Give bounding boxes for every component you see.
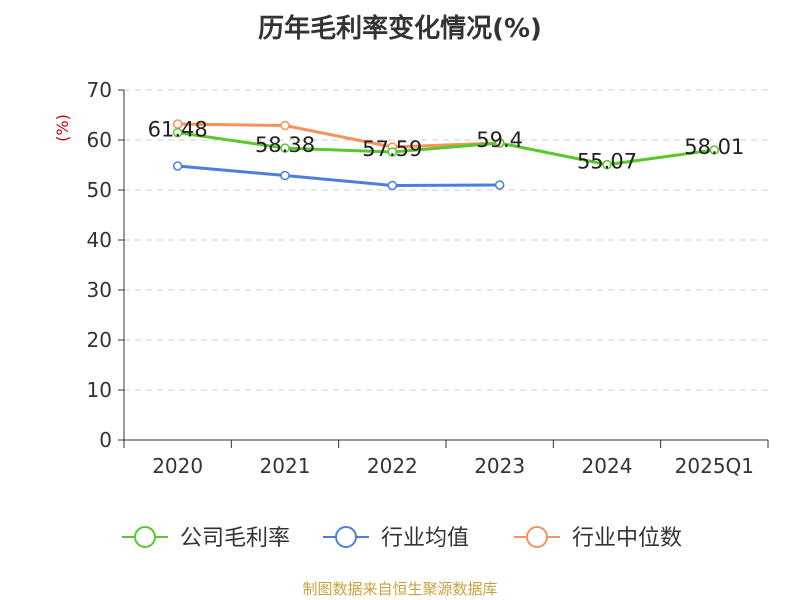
data-point[interactable] xyxy=(280,170,290,181)
data-label: 58.38 xyxy=(255,133,315,157)
data-point[interactable] xyxy=(494,138,505,148)
data-point[interactable] xyxy=(387,147,398,157)
data-point[interactable] xyxy=(172,127,183,138)
data-label: 58.01 xyxy=(684,135,744,159)
data-labels: 61.48 58.38 57.59 59.4 55.07 58.01 xyxy=(148,118,745,174)
data-point[interactable] xyxy=(280,143,290,153)
data-point[interactable] xyxy=(172,161,183,171)
data-point[interactable] xyxy=(602,159,612,170)
x-tick-label: 2024 xyxy=(582,454,633,478)
y-tick-label: 30 xyxy=(87,278,112,302)
series-group xyxy=(172,119,720,191)
legend-item[interactable]: 行业中位数 xyxy=(514,526,682,551)
data-point[interactable] xyxy=(387,180,398,191)
x-tick-label: 2021 xyxy=(260,454,311,478)
legend-label: 公司毛利率 xyxy=(180,526,290,551)
y-tick-label: 70 xyxy=(87,78,112,102)
legend-marker xyxy=(134,526,156,548)
y-tick-label: 60 xyxy=(87,128,112,152)
axes: 0 10 20 30 40 50 60 70 2020 2021 2022 2023 2024 2025Q… xyxy=(53,78,769,478)
legend-label: 行业均值 xyxy=(381,526,469,551)
legend-item[interactable]: 公司毛利率 xyxy=(122,526,290,551)
legend-marker xyxy=(526,526,548,548)
y-axis-label: (%) xyxy=(53,114,72,142)
data-point[interactable] xyxy=(494,180,505,190)
data-point[interactable] xyxy=(709,145,720,155)
y-tick-label: 10 xyxy=(87,378,112,402)
grid-lines xyxy=(124,89,768,391)
y-tick-label: 40 xyxy=(87,228,112,252)
x-tick-label: 2023 xyxy=(474,454,525,478)
x-tick-label: 2020 xyxy=(152,454,203,478)
series-line xyxy=(177,122,500,149)
legend-label: 行业中位数 xyxy=(572,526,682,551)
y-tick-label: 20 xyxy=(87,328,112,352)
data-label: 57.59 xyxy=(362,137,422,161)
data-label: 61.48 xyxy=(148,118,208,142)
legend[interactable]: 公司毛利率 行业均值 行业中位数 xyxy=(122,526,682,551)
legend-item[interactable]: 行业均值 xyxy=(323,526,469,551)
series-line xyxy=(177,164,500,187)
data-label: 55.07 xyxy=(577,150,637,174)
x-tick-label: 2025Q1 xyxy=(675,454,754,478)
y-tick-label: 50 xyxy=(87,178,112,202)
chart-title: 历年毛利率变化情况(%) xyxy=(258,14,542,44)
source-note: 制图数据来自恒生聚源数据库 xyxy=(302,580,498,598)
data-point[interactable] xyxy=(280,120,290,131)
x-tick-label: 2022 xyxy=(367,454,418,478)
y-tick-label: 0 xyxy=(99,428,112,452)
series-line xyxy=(177,131,715,167)
data-label: 59.4 xyxy=(476,128,523,152)
legend-marker xyxy=(335,526,357,548)
